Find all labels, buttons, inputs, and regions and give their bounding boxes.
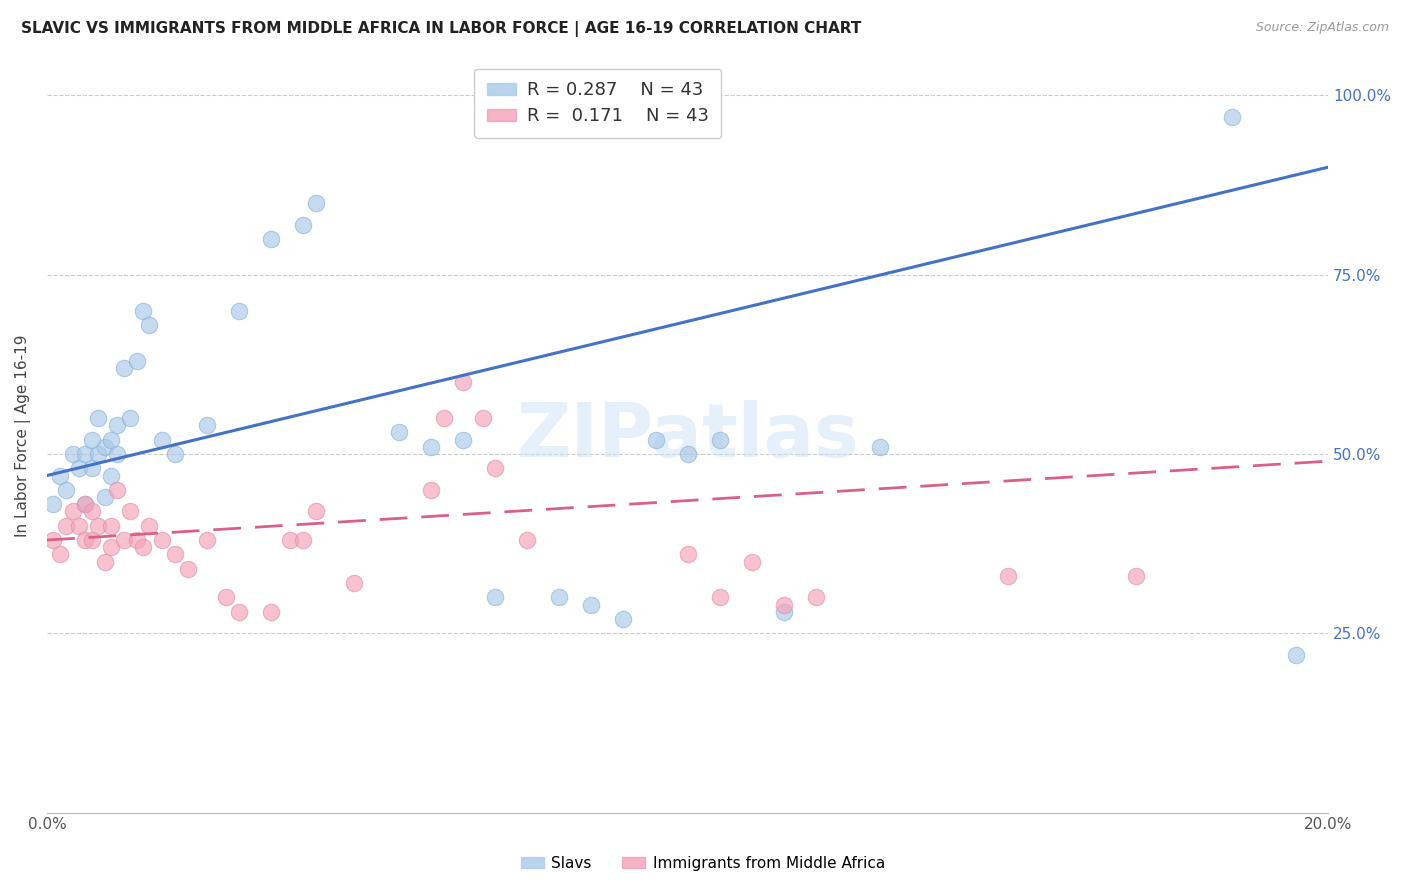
Point <box>55 518 77 533</box>
Point <box>75 497 97 511</box>
Point <box>49 548 72 562</box>
Point <box>741 555 763 569</box>
Point <box>120 411 142 425</box>
Point <box>62 504 84 518</box>
Point <box>49 468 72 483</box>
Point <box>62 447 84 461</box>
Text: SLAVIC VS IMMIGRANTS FROM MIDDLE AFRICA IN LABOR FORCE | AGE 16-19 CORRELATION C: SLAVIC VS IMMIGRANTS FROM MIDDLE AFRICA … <box>21 21 862 37</box>
Point <box>453 433 475 447</box>
Point <box>305 504 328 518</box>
Point <box>305 196 328 211</box>
Point <box>150 433 173 447</box>
Point <box>107 483 129 497</box>
Point <box>420 483 443 497</box>
Point <box>42 533 65 547</box>
Point <box>453 376 475 390</box>
Point <box>138 518 160 533</box>
Point <box>138 318 160 332</box>
Point <box>292 218 315 232</box>
Point <box>1125 569 1147 583</box>
Point <box>280 533 302 547</box>
Point <box>120 504 142 518</box>
Point <box>292 533 315 547</box>
Point <box>772 598 794 612</box>
Point <box>80 533 103 547</box>
Legend: R = 0.287    N = 43, R =  0.171    N = 43: R = 0.287 N = 43, R = 0.171 N = 43 <box>474 69 721 138</box>
Point <box>1220 110 1243 124</box>
Point <box>80 461 103 475</box>
Point <box>709 433 731 447</box>
Point <box>112 533 135 547</box>
Point <box>87 447 110 461</box>
Point <box>1285 648 1308 662</box>
Point <box>215 591 238 605</box>
Point <box>471 411 494 425</box>
Point <box>260 232 283 246</box>
Point <box>67 518 90 533</box>
Point <box>93 555 115 569</box>
Y-axis label: In Labor Force | Age 16-19: In Labor Force | Age 16-19 <box>15 334 31 537</box>
Point <box>75 497 97 511</box>
Point <box>132 540 155 554</box>
Point <box>228 303 250 318</box>
Legend: Slavs, Immigrants from Middle Africa: Slavs, Immigrants from Middle Africa <box>515 850 891 877</box>
Point <box>93 440 115 454</box>
Point <box>165 548 187 562</box>
Point <box>150 533 173 547</box>
Point <box>67 461 90 475</box>
Point <box>516 533 538 547</box>
Point <box>93 490 115 504</box>
Point <box>997 569 1019 583</box>
Point <box>125 533 148 547</box>
Point <box>42 497 65 511</box>
Point <box>195 533 218 547</box>
Point <box>709 591 731 605</box>
Point <box>107 418 129 433</box>
Point <box>80 504 103 518</box>
Point <box>75 447 97 461</box>
Point <box>112 360 135 375</box>
Point <box>100 433 122 447</box>
Point <box>87 518 110 533</box>
Point <box>676 447 699 461</box>
Point <box>125 353 148 368</box>
Point <box>100 518 122 533</box>
Point <box>676 548 699 562</box>
Point <box>195 418 218 433</box>
Point <box>484 461 506 475</box>
Point <box>869 440 891 454</box>
Point <box>612 612 634 626</box>
Point <box>132 303 155 318</box>
Point <box>228 605 250 619</box>
Point <box>484 591 506 605</box>
Point <box>644 433 666 447</box>
Point <box>165 447 187 461</box>
Point <box>420 440 443 454</box>
Point <box>55 483 77 497</box>
Point <box>107 447 129 461</box>
Point <box>100 540 122 554</box>
Point <box>343 576 366 591</box>
Point <box>388 425 411 440</box>
Point <box>80 433 103 447</box>
Point <box>772 605 794 619</box>
Point <box>177 562 200 576</box>
Point <box>87 411 110 425</box>
Point <box>260 605 283 619</box>
Text: Source: ZipAtlas.com: Source: ZipAtlas.com <box>1256 21 1389 34</box>
Point <box>75 533 97 547</box>
Point <box>433 411 456 425</box>
Point <box>581 598 603 612</box>
Point <box>100 468 122 483</box>
Point <box>548 591 571 605</box>
Text: ZIPatlas: ZIPatlas <box>516 400 859 473</box>
Point <box>804 591 827 605</box>
